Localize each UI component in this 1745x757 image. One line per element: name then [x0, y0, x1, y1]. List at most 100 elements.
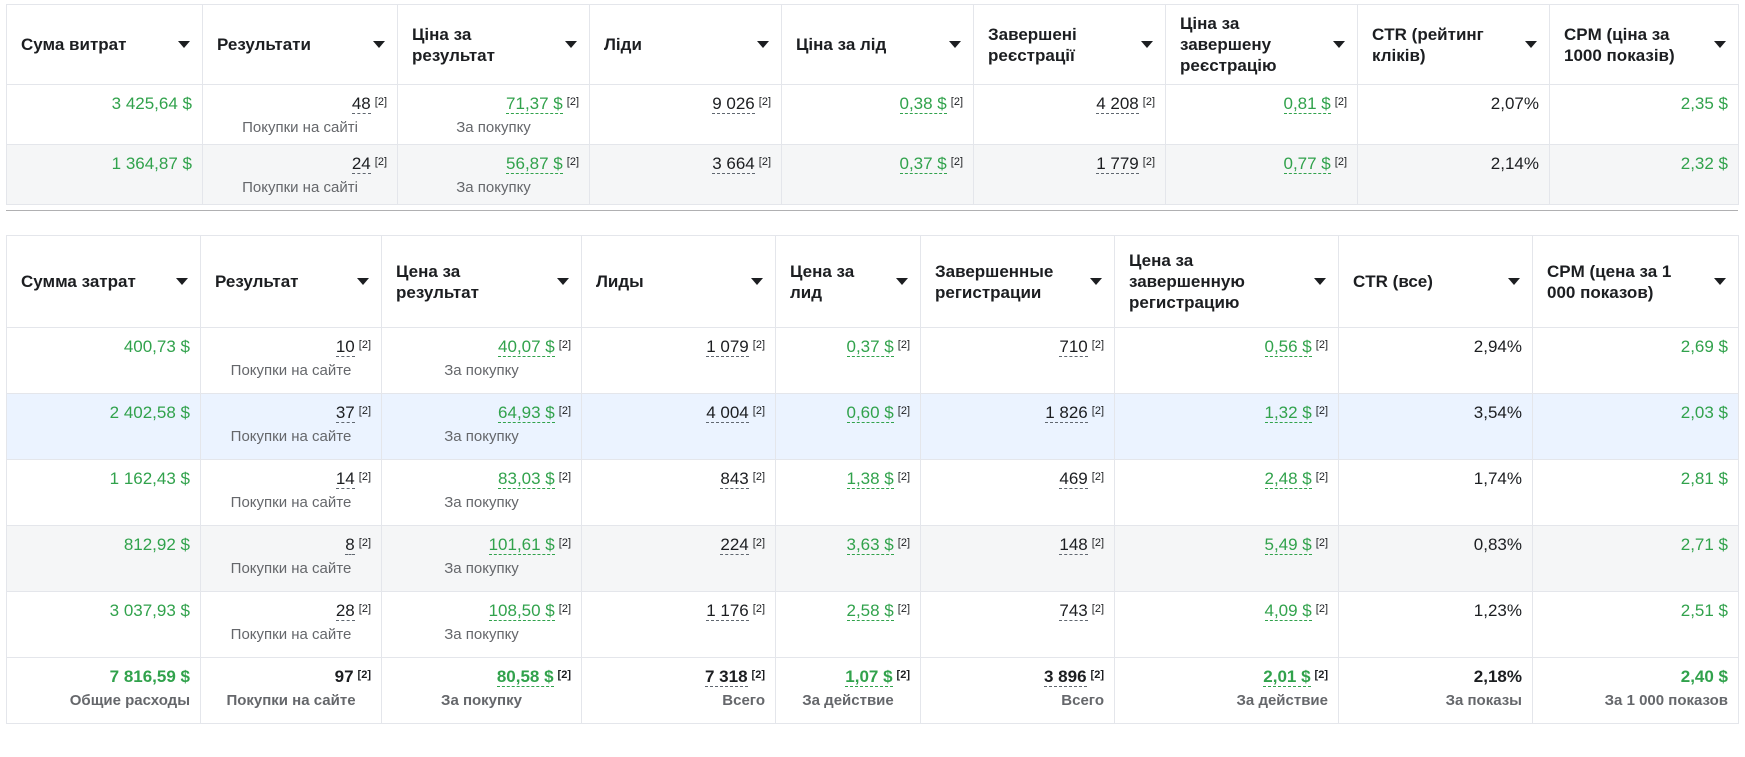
cost-per-result-value[interactable]: 101,61 $	[488, 535, 555, 555]
total-leads-value[interactable]: 7 318	[705, 667, 748, 687]
total-cpm-subtext: За 1 000 показов	[1604, 692, 1728, 709]
table-row[interactable]: 1 162,43 $ 14 [2] Покупки на сайте 83,03 $…	[6, 459, 1739, 526]
cost-per-lead-value[interactable]: 0,60 $	[846, 403, 894, 423]
cost-per-result-value[interactable]: 40,07 $	[498, 337, 555, 357]
cost-per-lead-value[interactable]: 0,37 $	[899, 154, 947, 174]
registrations-value[interactable]: 1 826	[1045, 403, 1088, 423]
cost-per-result-value[interactable]: 56,87 $	[506, 154, 563, 174]
sort-caret-icon[interactable]	[1141, 41, 1153, 48]
column-header-leads[interactable]: Ліди	[589, 4, 782, 85]
cost-per-registration-value[interactable]: 5,49 $	[1264, 535, 1312, 555]
table-row[interactable]: 3 037,93 $ 28 [2] Покупки на сайте 108,50 …	[6, 591, 1739, 658]
column-header-leads[interactable]: Лиды	[581, 235, 776, 328]
leads-value[interactable]: 9 026	[712, 94, 755, 114]
column-header-cpm[interactable]: CPM (ціна за 1000 показів)	[1549, 4, 1739, 85]
sort-caret-icon[interactable]	[565, 41, 577, 48]
results-value[interactable]: 14	[335, 469, 355, 489]
table-row[interactable]: 3 425,64 $ 48 [2] Покупки на сайті 71,37 $…	[6, 84, 1739, 145]
total-cost-per-lead-value[interactable]: 1,07 $	[845, 667, 893, 687]
column-header-registrations[interactable]: Завершені реєстрації	[973, 4, 1166, 85]
footnote-marker: [2]	[950, 96, 963, 108]
sort-caret-icon[interactable]	[1314, 278, 1326, 285]
registrations-value[interactable]: 4 208	[1096, 94, 1139, 114]
cost-per-registration-value[interactable]: 4,09 $	[1264, 601, 1312, 621]
sort-caret-icon[interactable]	[557, 278, 569, 285]
results-value[interactable]: 10	[335, 337, 355, 357]
cost-per-registration-value[interactable]: 0,77 $	[1283, 154, 1331, 174]
table-divider	[6, 210, 1738, 211]
total-registrations-value[interactable]: 3 896	[1044, 667, 1087, 687]
column-header-cost-per-result[interactable]: Цена за результат	[381, 235, 582, 328]
sort-caret-icon[interactable]	[357, 278, 369, 285]
table-row[interactable]: 2 402,58 $ 37 [2] Покупки на сайте 64,93 $…	[6, 393, 1739, 460]
registrations-value[interactable]: 469	[1059, 469, 1088, 489]
total-results-value[interactable]: 97	[334, 667, 354, 686]
sort-caret-icon[interactable]	[1090, 278, 1102, 285]
column-header-spend[interactable]: Сумма затрат	[6, 235, 201, 328]
column-header-ctr[interactable]: CTR (рейтинг кліків)	[1357, 4, 1550, 85]
leads-value[interactable]: 224	[720, 535, 749, 555]
leads-value[interactable]: 4 004	[706, 403, 749, 423]
cost-per-result-value[interactable]: 64,93 $	[498, 403, 555, 423]
column-header-registrations[interactable]: Завершенные регистрации	[920, 235, 1115, 328]
leads-value[interactable]: 1 079	[706, 337, 749, 357]
sort-caret-icon[interactable]	[1508, 278, 1520, 285]
footnote-marker: [2]	[1314, 669, 1328, 681]
column-label: Лиды	[596, 272, 644, 291]
column-header-results[interactable]: Результат	[200, 235, 382, 328]
sort-caret-icon[interactable]	[1525, 41, 1537, 48]
sort-caret-icon[interactable]	[176, 278, 188, 285]
registrations-value[interactable]: 743	[1059, 601, 1088, 621]
results-value[interactable]: 24	[351, 154, 371, 174]
sort-caret-icon[interactable]	[949, 41, 961, 48]
sort-caret-icon[interactable]	[178, 41, 190, 48]
cost-per-result-value[interactable]: 71,37 $	[506, 94, 563, 114]
column-label: Цена за лид	[790, 261, 855, 302]
column-header-cost-per-registration[interactable]: Ціна за завершену реєстрацію	[1165, 4, 1358, 85]
column-header-cost-per-registration[interactable]: Цена за завершенную регистрацию	[1114, 235, 1339, 328]
sort-caret-icon[interactable]	[373, 41, 385, 48]
registrations-value[interactable]: 148	[1059, 535, 1088, 555]
table-row[interactable]: 1 364,87 $ 24 [2] Покупки на сайті 56,87 $…	[6, 144, 1739, 205]
cost-per-lead-value[interactable]: 1,38 $	[846, 469, 894, 489]
cost-per-result-value[interactable]: 108,50 $	[488, 601, 555, 621]
results-value[interactable]: 48	[351, 94, 371, 114]
leads-value[interactable]: 3 664	[712, 154, 755, 174]
results-value[interactable]: 28	[335, 601, 355, 621]
leads-value[interactable]: 843	[720, 469, 749, 489]
footnote-marker: [2]	[1315, 603, 1328, 615]
sort-caret-icon[interactable]	[757, 41, 769, 48]
total-cost-per-result-subtext: За покупку	[441, 692, 522, 709]
cost-per-lead-value[interactable]: 2,58 $	[846, 601, 894, 621]
table-row[interactable]: 812,92 $ 8 [2] Покупки на сайте 101,61 $ [2…	[6, 525, 1739, 592]
sort-caret-icon[interactable]	[1333, 41, 1345, 48]
total-cost-per-registration-value[interactable]: 2,01 $	[1263, 667, 1311, 687]
column-header-cost-per-result[interactable]: Ціна за результат	[397, 4, 590, 85]
results-value[interactable]: 8	[345, 535, 355, 555]
cost-per-lead-value[interactable]: 0,37 $	[846, 337, 894, 357]
cost-per-lead-value[interactable]: 3,63 $	[846, 535, 894, 555]
sort-caret-icon[interactable]	[751, 278, 763, 285]
registrations-value[interactable]: 710	[1059, 337, 1088, 357]
footnote-marker: [2]	[950, 156, 963, 168]
sort-caret-icon[interactable]	[896, 278, 908, 285]
column-header-cost-per-lead[interactable]: Цена за лид	[775, 235, 921, 328]
results-value[interactable]: 37	[335, 403, 355, 423]
cost-per-registration-value[interactable]: 0,81 $	[1283, 94, 1331, 114]
leads-value[interactable]: 1 176	[706, 601, 749, 621]
column-header-cost-per-lead[interactable]: Ціна за лід	[781, 4, 974, 85]
cost-per-registration-value[interactable]: 2,48 $	[1264, 469, 1312, 489]
total-cost-per-result-value[interactable]: 80,58 $	[496, 667, 554, 687]
cost-per-result-value[interactable]: 83,03 $	[498, 469, 555, 489]
cost-per-registration-value[interactable]: 0,56 $	[1264, 337, 1312, 357]
column-header-spend[interactable]: Сума витрат	[6, 4, 203, 85]
column-header-ctr[interactable]: CTR (все)	[1338, 235, 1533, 328]
table-row[interactable]: 400,73 $ 10 [2] Покупки на сайте 40,07 $ [2…	[6, 327, 1739, 394]
column-header-results[interactable]: Результати	[202, 4, 398, 85]
sort-caret-icon[interactable]	[1714, 41, 1726, 48]
cost-per-lead-value[interactable]: 0,38 $	[899, 94, 947, 114]
column-header-cpm[interactable]: CPM (цена за 1 000 показов)	[1532, 235, 1739, 328]
registrations-value[interactable]: 1 779	[1096, 154, 1139, 174]
sort-caret-icon[interactable]	[1714, 278, 1726, 285]
cost-per-registration-value[interactable]: 1,32 $	[1264, 403, 1312, 423]
